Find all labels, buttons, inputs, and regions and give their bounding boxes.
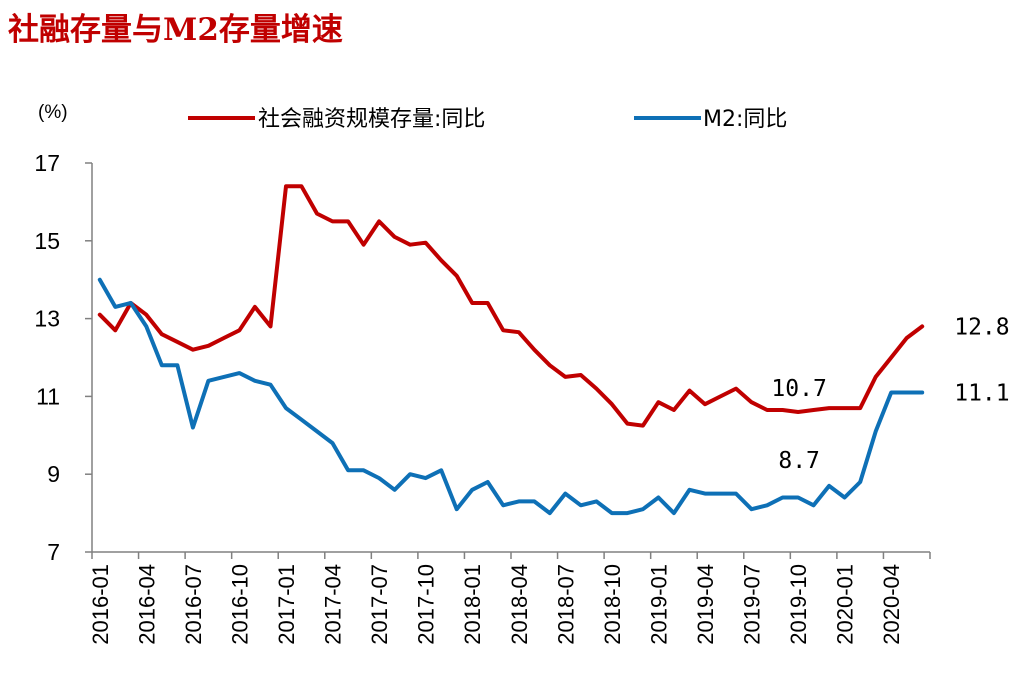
x-tick-label: 2018-01 [460,564,485,645]
data-label: 10.7 [771,376,826,402]
annotations: 12.8 10.7 8.7 11.1 [771,314,1009,473]
y-tick-label: 17 [34,150,60,176]
x-tick-label: 2017-07 [367,564,392,645]
x-tick-label: 2019-10 [786,564,811,645]
x-tick-label: 2018-07 [553,564,578,645]
x-tick-label: 2016-01 [88,564,113,645]
x-tick-label: 2017-01 [274,564,299,645]
x-tick-label: 2016-10 [227,564,252,645]
x-tick-label: 2017-04 [321,564,346,645]
x-tick-label: 2016-04 [134,564,159,645]
data-label: 12.8 [954,314,1009,340]
plot-area [97,184,925,516]
x-tick-label: 2020-01 [833,564,858,645]
series-line-social-financing [97,184,925,428]
y-tick-label: 7 [47,539,60,565]
legend-label-social-financing: 社会融资规模存量:同比 [258,107,485,132]
x-tick-label: 2018-04 [507,564,532,645]
y-tick-label: 13 [34,306,60,332]
x-tick-label: 2018-10 [600,564,625,645]
y-tick-label: 15 [34,228,60,254]
x-tick-label: 2016-07 [181,564,206,645]
y-axis-unit: (%) [38,102,68,123]
legend: 社会融资规模存量:同比 M2:同比 [188,107,787,132]
series-line-m2 [97,277,925,516]
x-tick-label: 2019-07 [740,564,765,645]
chart-title: 社融存量与M2存量增速 [8,12,343,48]
y-tick-label: 11 [36,383,60,409]
y-tick-label: 9 [47,461,60,487]
data-label: 11.1 [954,381,1009,407]
axes: 7 9 11 13 15 17 2016-01 2016-04 2016-07 2016-10 20… [34,150,931,645]
x-tick-label: 2019-01 [646,564,671,645]
data-label: 8.7 [778,448,820,474]
x-tick-label: 2020-04 [879,564,904,645]
x-tick-label: 2019-04 [693,564,718,645]
x-tick-label: 2017-10 [414,564,439,645]
legend-label-m2: M2:同比 [703,107,787,132]
